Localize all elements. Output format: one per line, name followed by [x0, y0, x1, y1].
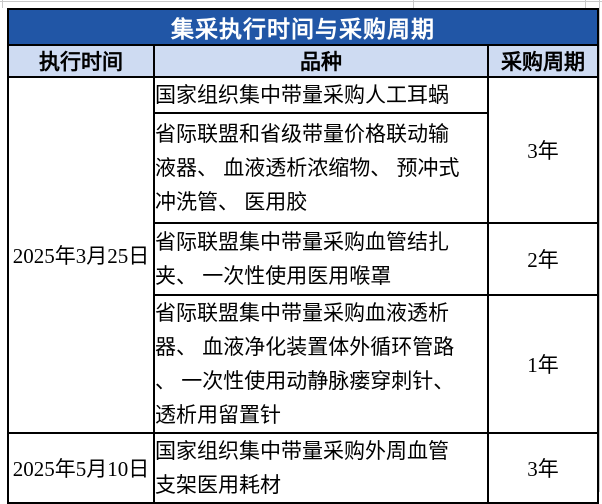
- column-header-cycle: 采购周期: [486, 44, 600, 78]
- product-cell: 省际联盟集中带量采购血液透析 器、 血液净化装置体外循环管路 、 一次性使用动静…: [153, 294, 489, 434]
- table-row: 省际联盟和省级带量价格联动输 液器、 血液透析浓缩物、 预冲式 冲洗管、 医用胶: [8, 112, 598, 224]
- cycle-cell: 1年: [486, 294, 600, 434]
- table-title: 集采执行时间与采购周期: [6, 8, 600, 46]
- column-header-product: 品种: [153, 44, 489, 78]
- spreadsheet-gridline-vertical: [2, 0, 3, 8]
- product-cell: 省际联盟和省级带量价格联动输 液器、 血液透析浓缩物、 预冲式 冲洗管、 医用胶: [153, 112, 489, 224]
- table-header-row: 执行时间 品种 采购周期: [7, 44, 600, 78]
- execution-date-cell: 2025年5月10日: [7, 432, 155, 504]
- spreadsheet-gridline-vertical: [599, 0, 600, 492]
- table-row: 省际联盟集中带量采购血液透析 器、 血液净化装置体外循环管路 、 一次性使用动静…: [8, 294, 600, 434]
- spreadsheet-gridline-vertical: [413, 0, 414, 8]
- table-title-row: 集采执行时间与采购周期: [6, 8, 600, 46]
- cycle-cell: 3年: [486, 432, 600, 504]
- table-row: 省际联盟集中带量采购血管结扎 夹、 一次性使用医用喉罩 2年: [8, 222, 600, 296]
- cycle-cell: 3年: [486, 76, 600, 224]
- column-header-execution-time: 执行时间: [7, 44, 155, 78]
- procurement-schedule-table: 集采执行时间与采购周期 执行时间 品种 采购周期 2025年3月25日 国家组织…: [6, 8, 600, 504]
- product-cell: 国家组织集中带量采购人工耳蜗: [153, 76, 489, 114]
- cycle-cell: 2年: [486, 222, 600, 296]
- table-row: 2025年5月10日 国家组织集中带量采购外周血管 支架医用耗材 3年: [7, 432, 600, 504]
- spreadsheet-gridline-vertical: [585, 0, 586, 8]
- spreadsheet-gridline-horizontal: [0, 1, 602, 2]
- table-row: 2025年3月25日 国家组织集中带量采购人工耳蜗 3年: [7, 76, 600, 434]
- product-cell: 国家组织集中带量采购外周血管 支架医用耗材: [153, 432, 489, 504]
- execution-date-cell: 2025年3月25日: [7, 76, 155, 434]
- product-cell: 省际联盟集中带量采购血管结扎 夹、 一次性使用医用喉罩: [153, 222, 489, 296]
